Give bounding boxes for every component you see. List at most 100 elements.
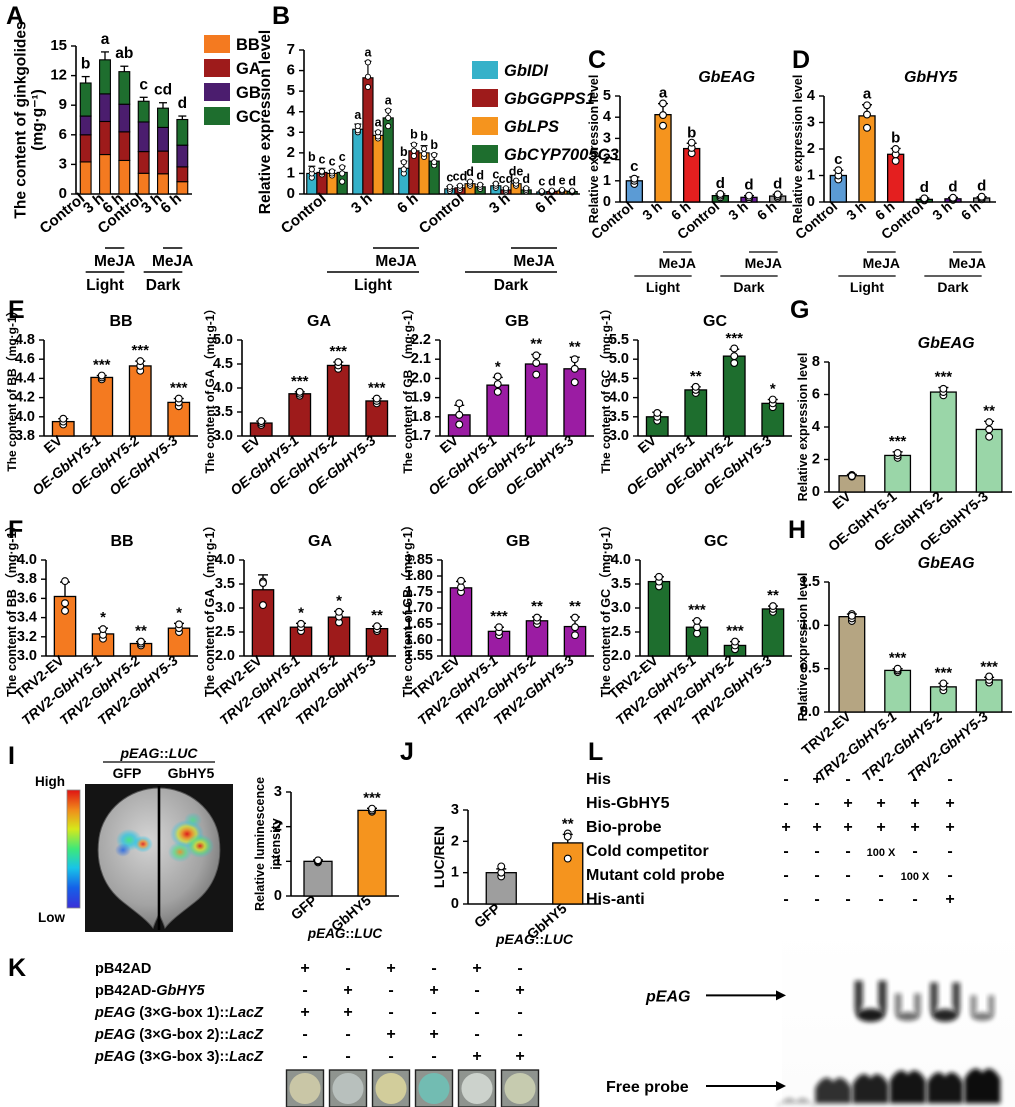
svg-text:MeJA: MeJA bbox=[375, 253, 416, 270]
svg-text:-: - bbox=[845, 867, 850, 884]
svg-text:d: d bbox=[548, 174, 556, 188]
svg-text:-: - bbox=[783, 843, 788, 860]
svg-text:4.0: 4.0 bbox=[17, 552, 37, 568]
svg-text:***: *** bbox=[726, 623, 744, 640]
svg-text:The content of GC （mg·g-1）: The content of GC （mg·g-1） bbox=[598, 302, 613, 473]
svg-text:The content of GC （mg·g-1）: The content of GC （mg·g-1） bbox=[598, 519, 613, 697]
svg-text:c: c bbox=[139, 76, 148, 93]
svg-text:*: * bbox=[176, 604, 182, 621]
svg-text:+: + bbox=[876, 795, 885, 812]
svg-text:*: * bbox=[336, 592, 342, 609]
svg-text:***: *** bbox=[368, 380, 386, 397]
svg-text:d: d bbox=[178, 95, 187, 112]
svg-text:-: - bbox=[947, 867, 952, 884]
svg-text:***: *** bbox=[490, 608, 508, 625]
svg-text:*: * bbox=[100, 609, 106, 626]
svg-text:0: 0 bbox=[807, 194, 815, 210]
svg-text:***: *** bbox=[291, 373, 309, 390]
svg-text:pEAG::LUC: pEAG::LUC bbox=[495, 931, 574, 947]
svg-text:-: - bbox=[947, 771, 952, 788]
svg-text:MeJA: MeJA bbox=[94, 253, 135, 270]
svg-text:MeJA: MeJA bbox=[152, 253, 193, 270]
svg-text:GbIDI: GbIDI bbox=[504, 62, 548, 80]
svg-text:pEAG: pEAG bbox=[645, 988, 690, 1005]
svg-text:-: - bbox=[783, 771, 788, 788]
svg-text:His: His bbox=[586, 771, 611, 788]
svg-text:2.5: 2.5 bbox=[611, 624, 631, 640]
svg-text:Relative expression level: Relative expression level bbox=[587, 75, 601, 224]
svg-text:MeJA: MeJA bbox=[863, 255, 900, 271]
svg-text:-: - bbox=[845, 771, 850, 788]
svg-text:100 X: 100 X bbox=[901, 871, 930, 883]
svg-text:*: * bbox=[495, 358, 501, 375]
svg-text:-: - bbox=[878, 771, 883, 788]
svg-text:Dark: Dark bbox=[146, 277, 181, 294]
svg-text:c: c bbox=[329, 154, 336, 168]
svg-text:GA: GA bbox=[307, 313, 331, 330]
svg-text:3.4: 3.4 bbox=[17, 610, 37, 626]
svg-text:a: a bbox=[101, 31, 110, 48]
svg-text:2.0: 2.0 bbox=[611, 648, 631, 664]
svg-text:-: - bbox=[431, 1004, 436, 1021]
svg-text:b: b bbox=[81, 56, 90, 73]
svg-text:0: 0 bbox=[603, 194, 611, 210]
svg-text:Light: Light bbox=[354, 277, 392, 294]
svg-text:GbEAG: GbEAG bbox=[918, 555, 975, 572]
svg-text:Relative expression level: Relative expression level bbox=[791, 75, 805, 224]
svg-text:6: 6 bbox=[287, 62, 295, 79]
svg-text:Light: Light bbox=[86, 277, 124, 294]
svg-text:-: - bbox=[474, 1026, 479, 1043]
svg-text:1: 1 bbox=[451, 865, 459, 881]
svg-text:The content of GB （mg·g-1）: The content of GB （mg·g-1） bbox=[400, 519, 415, 697]
svg-text:-: - bbox=[388, 1004, 393, 1021]
svg-text:+: + bbox=[781, 819, 790, 836]
svg-text:The content of ginkgolides: The content of ginkgolides bbox=[13, 21, 30, 218]
svg-text:-: - bbox=[814, 795, 819, 812]
svg-text:0: 0 bbox=[451, 896, 459, 912]
svg-text:2: 2 bbox=[451, 833, 459, 849]
svg-text:+: + bbox=[843, 819, 852, 836]
svg-text:-: - bbox=[912, 891, 917, 908]
svg-text:4.0: 4.0 bbox=[611, 552, 631, 568]
svg-text:2.5: 2.5 bbox=[215, 624, 235, 640]
svg-text:+: + bbox=[812, 819, 821, 836]
svg-text:12: 12 bbox=[50, 67, 67, 84]
svg-text:GB: GB bbox=[506, 533, 530, 550]
svg-text:(mg·g⁻¹): (mg·g⁻¹) bbox=[30, 89, 47, 151]
svg-text:pEAG (3×G-box 1)::LacZ: pEAG (3×G-box 1)::LacZ bbox=[94, 1005, 264, 1021]
svg-text:pB42AD-GbHY5: pB42AD-GbHY5 bbox=[95, 983, 206, 999]
svg-text:Control: Control bbox=[278, 190, 330, 237]
svg-text:-: - bbox=[388, 1048, 393, 1065]
svg-text:-: - bbox=[517, 960, 522, 977]
svg-text:3.5: 3.5 bbox=[611, 576, 631, 592]
svg-text:b: b bbox=[308, 150, 316, 164]
svg-text:GbGGPPS1: GbGGPPS1 bbox=[504, 90, 595, 108]
svg-text:b: b bbox=[400, 145, 408, 159]
svg-text:d: d bbox=[744, 177, 753, 194]
svg-text:a: a bbox=[385, 94, 393, 108]
svg-text:0: 0 bbox=[274, 888, 282, 904]
svg-text:***: *** bbox=[725, 330, 743, 347]
svg-text:3.5: 3.5 bbox=[215, 576, 235, 592]
svg-text:-: - bbox=[474, 1004, 479, 1021]
svg-text:b: b bbox=[430, 138, 438, 152]
svg-text:-: - bbox=[783, 891, 788, 908]
svg-text:+: + bbox=[429, 1026, 438, 1043]
svg-text:**: ** bbox=[371, 607, 383, 624]
svg-text:4: 4 bbox=[812, 419, 820, 435]
svg-text:***: *** bbox=[688, 601, 706, 618]
svg-text:a: a bbox=[364, 45, 372, 59]
svg-text:5: 5 bbox=[603, 88, 611, 104]
svg-text:-: - bbox=[474, 982, 479, 999]
svg-text:Dark: Dark bbox=[733, 279, 764, 295]
svg-text:b: b bbox=[410, 128, 418, 142]
svg-text:b: b bbox=[891, 129, 900, 146]
svg-text:BB: BB bbox=[110, 533, 133, 550]
svg-text:+: + bbox=[300, 960, 309, 977]
svg-text:pEAG (3×G-box 2)::LacZ: pEAG (3×G-box 2)::LacZ bbox=[94, 1027, 264, 1043]
svg-text:3.6: 3.6 bbox=[17, 590, 37, 606]
svg-text:4.0: 4.0 bbox=[215, 552, 235, 568]
svg-text:Relative expression level: Relative expression level bbox=[796, 353, 810, 502]
svg-text:+: + bbox=[429, 982, 438, 999]
svg-text:15: 15 bbox=[50, 37, 67, 54]
